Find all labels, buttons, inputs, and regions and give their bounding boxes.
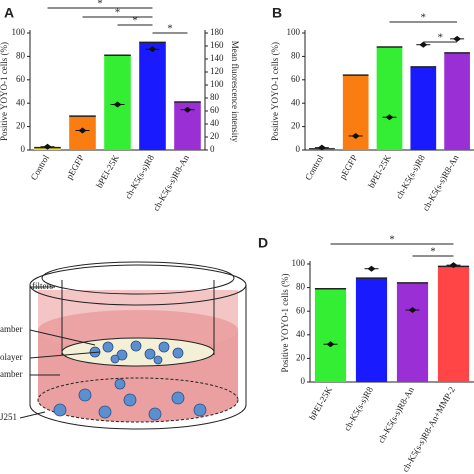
panel-letter: B — [272, 5, 282, 21]
diagram-label: filters — [32, 281, 53, 291]
y-tick-label: 0 — [296, 144, 301, 154]
y-axis-title: Positive YOYO-1 cells (%) — [0, 42, 9, 141]
y-tick-label: 20 — [296, 352, 306, 362]
y2-tick-label: 40 — [210, 118, 220, 128]
diagram-label: amber — [0, 324, 23, 334]
panel-letter: D — [258, 235, 268, 251]
y-tick-label: 40 — [296, 329, 306, 339]
x-tick-label: ch-K5(s-s)R8-An — [376, 385, 416, 445]
y2-tick-label: 0 — [210, 144, 215, 154]
y-axis-title: Positive YOYO-1 cells (%) — [280, 274, 290, 373]
y-tick-label: 40 — [16, 97, 26, 107]
sig-star: * — [389, 234, 395, 246]
y2-tick-label: 160 — [210, 40, 224, 50]
y-axis-title: Positive YOYO-1 cells (%) — [270, 42, 280, 141]
y2-tick-label: 180 — [210, 27, 224, 37]
diagram-label: olayer — [0, 352, 23, 362]
sig-star: * — [132, 15, 138, 27]
transwell-diagram: filters amber olayer amber J251 — [0, 261, 247, 430]
diagram-label: amber — [0, 369, 23, 379]
bar — [376, 47, 403, 150]
sig-star: * — [97, 0, 103, 10]
bar — [396, 282, 429, 382]
bar — [355, 278, 388, 382]
y2-tick-label: 80 — [210, 92, 220, 102]
y2-tick-label: 60 — [210, 105, 220, 115]
y-tick-label: 100 — [287, 27, 301, 37]
y-tick-label: 80 — [296, 282, 306, 292]
sig-star: * — [115, 7, 121, 19]
x-tick-label: pEGFP — [64, 153, 86, 181]
diagram-label: J251 — [0, 412, 17, 422]
x-tick-label: bPEI-25K — [307, 385, 334, 422]
sig-star: * — [437, 32, 443, 44]
bar — [139, 42, 166, 150]
sig-star: * — [421, 12, 427, 24]
y2-tick-label: 20 — [210, 131, 220, 141]
y2-axis-title: Mean fluorescence intensity — [230, 41, 240, 143]
bar — [437, 266, 470, 382]
y-tick-label: 0 — [301, 376, 306, 386]
y2-tick-label: 100 — [210, 79, 224, 89]
y-tick-label: 60 — [296, 305, 306, 315]
bar — [314, 288, 347, 382]
y-tick-label: 0 — [21, 144, 26, 154]
x-tick-label: Control — [29, 153, 52, 182]
sig-star: * — [167, 23, 173, 35]
y-tick-label: 60 — [291, 74, 301, 84]
y-tick-label: 80 — [291, 50, 301, 60]
x-tick-label: ch-K5(s-s)R8 — [394, 153, 427, 201]
y-tick-label: 100 — [12, 27, 26, 37]
x-tick-label: ch-K5(s-s)R8-An — [151, 153, 191, 213]
x-tick-label: ch-K5(s-s)R8 — [123, 153, 156, 201]
x-tick-label: ch-K5(s-s)R8-An — [420, 153, 460, 213]
y-tick-label: 20 — [291, 121, 301, 131]
y-tick-label: 80 — [16, 50, 26, 60]
y-tick-label: 40 — [291, 97, 301, 107]
bar — [444, 52, 470, 150]
x-tick-label: bPEI-25K — [94, 153, 121, 190]
y-tick-label: 20 — [16, 121, 26, 131]
panel-letter: A — [4, 5, 14, 21]
y2-tick-label: 120 — [210, 66, 224, 76]
x-tick-label: bPEI-25K — [366, 153, 393, 190]
x-tick-label: pEGFP — [337, 153, 359, 181]
x-tick-label: ch-K5(s-s)R8 — [342, 385, 375, 433]
sig-star: * — [430, 246, 436, 258]
y-tick-label: 60 — [16, 74, 26, 84]
bar — [410, 66, 437, 150]
x-tick-label: Control — [303, 153, 326, 182]
y-tick-label: 100 — [292, 258, 306, 268]
y2-tick-label: 140 — [210, 53, 224, 63]
